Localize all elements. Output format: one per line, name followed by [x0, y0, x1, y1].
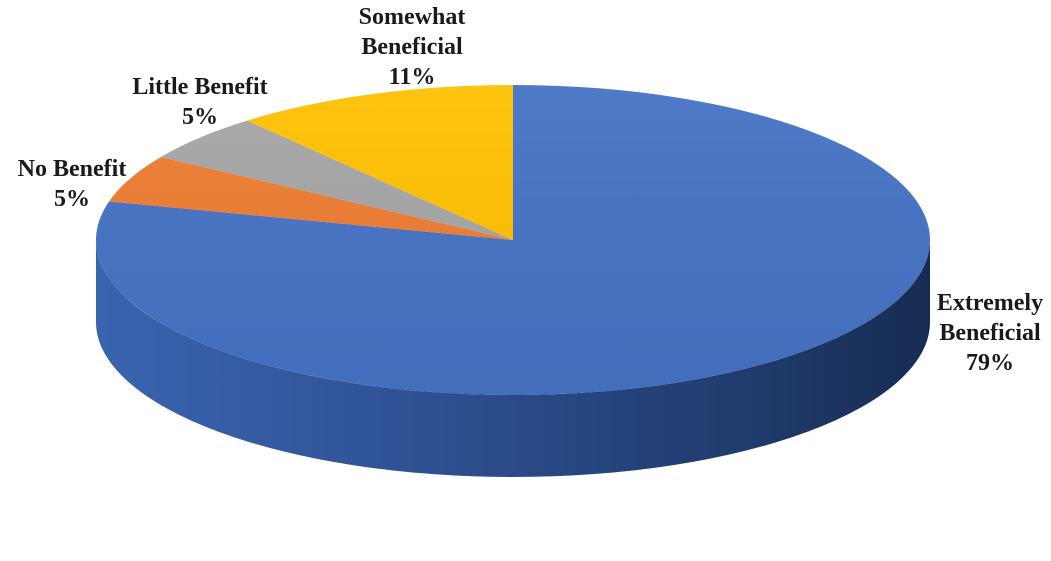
data-label-line: 11%: [389, 64, 436, 90]
data-label-extremely-beneficial: Extremely Beneficial 79%: [937, 290, 1043, 376]
data-label-line: Beneficial: [939, 320, 1041, 346]
data-label-little-benefit: Little Benefit 5%: [132, 74, 267, 130]
pie-side: [96, 240, 930, 477]
data-label-line: Extremely: [937, 290, 1043, 316]
data-label-line: Somewhat: [359, 4, 466, 30]
data-label-line: Little Benefit: [132, 74, 267, 100]
data-labels: Extremely Beneficial 79%No Benefit 5%Little…: [18, 4, 1043, 376]
data-label-no-benefit: No Benefit 5%: [18, 156, 127, 212]
data-label-line: 79%: [966, 350, 1014, 376]
data-label-line: 5%: [54, 186, 90, 212]
data-label-line: No Benefit: [18, 156, 127, 182]
pie-top-shading: [96, 85, 930, 395]
data-label-line: 5%: [182, 104, 218, 130]
data-label-somewhat-beneficial: Somewhat Beneficial 11%: [359, 4, 466, 90]
pie-slices: [95, 85, 931, 395]
pie-side-wall: [96, 240, 930, 477]
data-label-line: Beneficial: [361, 34, 463, 60]
